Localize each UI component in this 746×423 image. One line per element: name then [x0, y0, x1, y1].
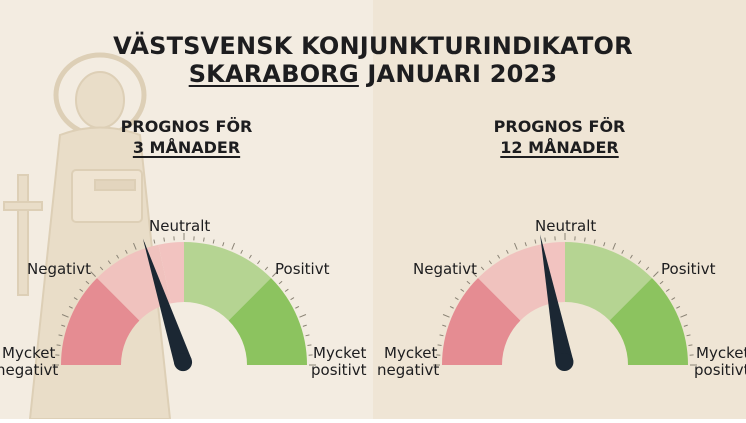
tick-mark	[594, 240, 595, 244]
tick-mark	[125, 250, 127, 254]
tick-mark	[438, 345, 442, 346]
gauge-left-heading-line2: 3 MÅNADER	[0, 137, 373, 158]
tick-mark	[285, 289, 288, 291]
label-neutralt: Neutralt	[535, 218, 596, 235]
tick-mark	[306, 335, 310, 336]
tick-mark	[622, 250, 624, 254]
label-mycket-positivt-2: positivt	[694, 362, 746, 379]
label-neutralt: Neutralt	[149, 218, 210, 235]
tick-mark	[604, 242, 605, 246]
tick-mark	[295, 306, 299, 308]
tick-mark	[684, 325, 688, 326]
tick-mark	[506, 250, 508, 254]
tick-mark	[461, 289, 464, 291]
tick-mark	[204, 238, 205, 242]
tick-mark	[291, 298, 294, 300]
tick-mark	[653, 272, 658, 277]
tick-mark	[80, 289, 83, 291]
gauge-left-period: 3 MÅNADER	[133, 138, 240, 157]
tick-mark	[299, 314, 305, 317]
label-mycket-positivt-2: positivt	[311, 362, 367, 379]
label-mycket-negativt-1: Mycket	[384, 345, 437, 362]
label-mycket-positivt-1: Mycket	[696, 345, 746, 362]
gauge-needle-hub	[555, 353, 573, 371]
tick-mark	[687, 335, 691, 336]
tick-mark	[660, 281, 663, 284]
tick-mark	[59, 335, 63, 336]
tick-mark	[213, 240, 214, 244]
tick-mark	[525, 242, 526, 246]
tick-mark	[688, 345, 692, 346]
region-name: SKARABORG	[189, 60, 359, 88]
tick-mark	[232, 243, 235, 249]
tick-mark	[62, 314, 68, 317]
gauge-12-months-svg	[373, 210, 746, 419]
main-title-line1: VÄSTSVENSK KONJUNKTURINDIKATOR	[0, 32, 746, 60]
tick-mark	[249, 255, 251, 258]
tick-mark	[638, 261, 640, 264]
tick-mark	[676, 306, 680, 308]
tick-mark	[100, 267, 103, 270]
label-positivt: Positivt	[661, 261, 715, 278]
tick-mark	[443, 314, 449, 317]
gauge-left-heading-line1: PROGNOS FÖR	[0, 116, 373, 137]
tick-mark	[514, 243, 517, 249]
tick-mark	[467, 281, 470, 284]
tick-mark	[585, 238, 586, 242]
tick-mark	[545, 238, 546, 242]
tick-mark	[630, 255, 632, 258]
gauge-right-heading-line1: PROGNOS FÖR	[373, 116, 746, 137]
label-mycket-negativt-2: negativt	[377, 362, 439, 379]
tick-mark	[455, 298, 458, 300]
gauge-3-months: Neutralt Negativt Positivt Mycket negati…	[0, 210, 373, 419]
tick-mark	[117, 255, 119, 258]
gauge-right-period: 12 MÅNADER	[500, 138, 618, 157]
gauge-right-heading-line2: 12 MÅNADER	[373, 137, 746, 158]
tick-mark	[57, 345, 61, 346]
gauge-3-months-svg	[0, 210, 373, 419]
gauge-12-months: Neutralt Negativt Positivt Mycket negati…	[373, 210, 746, 419]
label-mycket-positivt-1: Mycket	[313, 345, 366, 362]
tick-mark	[440, 335, 444, 336]
tick-mark	[257, 261, 259, 264]
tick-mark	[108, 261, 110, 264]
gauge-needle-hub	[174, 353, 192, 371]
label-mycket-negativt-1: Mycket	[2, 345, 55, 362]
tick-mark	[241, 250, 243, 254]
main-title-line2: SKARABORG JANUARI 2023	[0, 60, 746, 88]
tick-mark	[481, 267, 484, 270]
tick-mark	[91, 272, 96, 277]
tick-mark	[61, 325, 65, 326]
label-mycket-negativt-2: negativt	[0, 362, 58, 379]
tick-mark	[646, 267, 649, 270]
tick-mark	[613, 243, 616, 249]
tick-mark	[680, 314, 686, 317]
tick-mark	[535, 240, 536, 244]
tick-mark	[489, 261, 491, 264]
tick-mark	[307, 345, 311, 346]
tick-mark	[164, 238, 165, 242]
tick-mark	[69, 306, 73, 308]
tick-mark	[303, 325, 307, 326]
tick-mark	[279, 281, 282, 284]
tick-mark	[672, 298, 675, 300]
tick-mark	[133, 243, 136, 249]
tick-mark	[666, 289, 669, 291]
tick-mark	[442, 325, 446, 326]
tick-mark	[74, 298, 77, 300]
tick-mark	[450, 306, 454, 308]
tick-mark	[498, 255, 500, 258]
main-title-date: JANUARI 2023	[359, 60, 557, 88]
label-negativt: Negativt	[413, 261, 477, 278]
tick-mark	[154, 240, 155, 244]
label-positivt: Positivt	[275, 261, 329, 278]
tick-mark	[265, 267, 268, 270]
label-negativt: Negativt	[27, 261, 91, 278]
tick-mark	[223, 242, 224, 246]
tick-mark	[86, 281, 89, 284]
